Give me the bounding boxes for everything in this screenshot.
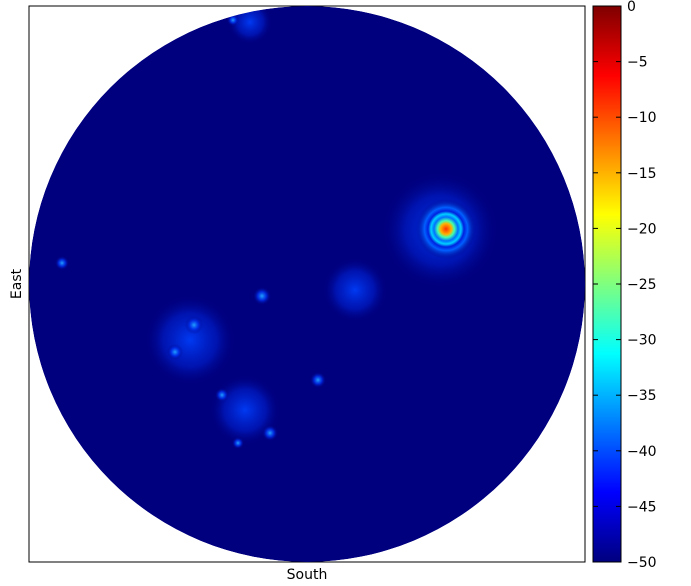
sidelobes [323,258,387,322]
colorbar-tick-label: −35 [627,388,657,404]
y-axis-label: East [9,268,25,299]
colorbar-tick-label: −5 [627,55,648,71]
faint-source [185,316,203,334]
faint-source [253,287,271,305]
colorbar-tick-label: −25 [627,277,657,293]
faint-source [310,372,326,388]
sky-disc [29,6,585,562]
faint-source [167,344,183,360]
colorbar-tick-label: −40 [627,444,657,460]
colorbar-tick-label: −15 [627,166,657,182]
sidelobes [145,295,235,385]
colorbar-tick-label: −50 [627,555,657,571]
colorbar-tick-label: −30 [627,333,657,349]
faint-source [262,425,278,441]
colorbar-tick-label: −45 [627,499,657,515]
x-axis-label: South [287,567,328,583]
colorbar-tick-label: −20 [627,221,657,237]
colorbar-tick-label: 0 [627,0,636,15]
bright-source [416,199,476,259]
faint-source [215,388,229,402]
faint-source [55,256,69,270]
colorbar-tick-label: −10 [627,110,657,126]
faint-source [232,437,244,449]
chart: South East −50−45−40−35−30−25−20−15−10−5… [0,0,691,586]
